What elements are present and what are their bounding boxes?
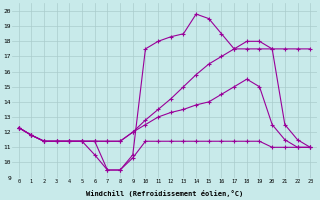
X-axis label: Windchill (Refroidissement éolien,°C): Windchill (Refroidissement éolien,°C) <box>86 190 243 197</box>
